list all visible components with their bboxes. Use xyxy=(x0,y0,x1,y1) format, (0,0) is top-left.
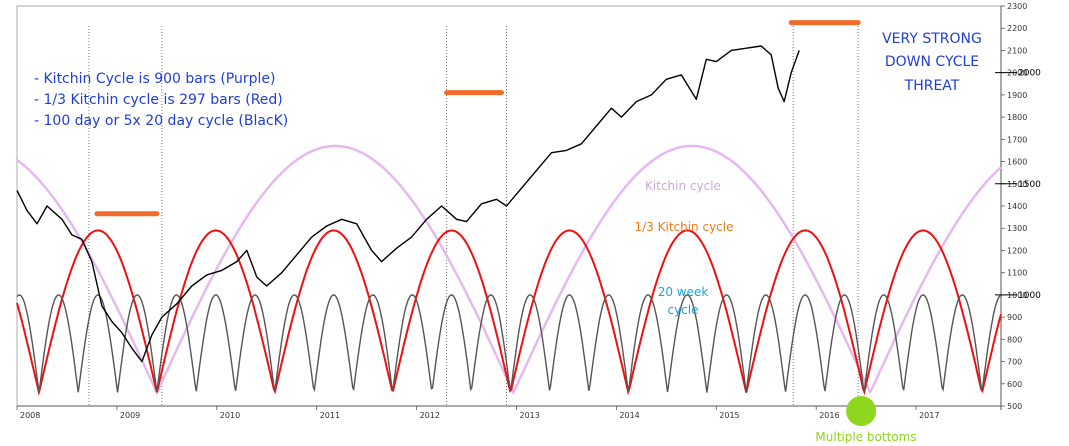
highlight-bars xyxy=(94,20,861,217)
multiple-bottoms-label: Multiple bottoms xyxy=(815,430,916,444)
y-axis-ticks: 5006007008009001000110012001300140015001… xyxy=(995,2,1041,411)
y-tick-label-18: 2300 xyxy=(1007,2,1027,11)
y-tick-label-4: 900 xyxy=(1007,313,1022,322)
y-tick-label-13: 1800 xyxy=(1007,113,1027,122)
price-line xyxy=(16,45,800,363)
y-tick-label-10: 1500 xyxy=(1007,180,1027,189)
y-tick-label-6: 1100 xyxy=(1007,269,1027,278)
price-series xyxy=(16,45,800,363)
y-major-label-2: 2000 xyxy=(1018,69,1041,79)
threat-line-3: THREAT xyxy=(904,78,960,94)
threat-line-1: VERY STRONG xyxy=(882,31,982,47)
y-tick-label-7: 1200 xyxy=(1007,246,1027,255)
y-major-label-1: 1500 xyxy=(1018,180,1041,190)
x-tick-label-3: 2011 xyxy=(320,411,340,420)
x-tick-label-5: 2013 xyxy=(519,411,539,420)
y-tick-label-0: 500 xyxy=(1007,402,1022,411)
x-tick-label-4: 2012 xyxy=(420,411,440,420)
threat-line-2: DOWN CYCLE xyxy=(885,54,979,70)
x-tick-label-2: 2010 xyxy=(220,411,240,420)
x-tick-label-1: 2009 xyxy=(120,411,140,420)
y-tick-label-16: 2100 xyxy=(1007,46,1027,55)
x-axis-ticks: 2008 2009 2010 2011 2012 2013 2014 2015 2016 2017 xyxy=(16,406,939,420)
y-tick-label-2: 700 xyxy=(1007,358,1022,367)
x-tick-label-9: 2017 xyxy=(919,411,939,420)
kitchin-cycle-label: Kitchin cycle xyxy=(645,179,721,193)
y-tick-label-17: 2200 xyxy=(1007,24,1027,33)
vertical-markers xyxy=(88,26,859,406)
x-tick-label-7: 2015 xyxy=(719,411,739,420)
third-kitchin-cycle-label: 1/3 Kitchin cycle xyxy=(634,220,733,234)
week20-label-line-2: cycle xyxy=(667,303,698,317)
legend-line-third-kitchin: - 1/3 Kitchin cycle is 297 bars (Red) xyxy=(34,92,283,108)
cycle-curve-2 xyxy=(16,294,1002,393)
multiple-bottoms-marker xyxy=(846,396,877,426)
legend-line-100-day: - 100 day or 5x 20 day cycle (BlacK) xyxy=(34,113,288,129)
y-tick-label-14: 1900 xyxy=(1007,91,1027,100)
legend-line-kitchin: - Kitchin Cycle is 900 bars (Purple) xyxy=(34,71,275,87)
y-tick-label-8: 1300 xyxy=(1007,224,1027,233)
y-major-label-0: 1000 xyxy=(1018,291,1041,301)
y-tick-label-1: 600 xyxy=(1007,380,1022,389)
y-tick-label-3: 800 xyxy=(1007,335,1022,344)
y-tick-label-15: 2000 xyxy=(1007,69,1027,78)
x-tick-label-6: 2014 xyxy=(619,411,639,420)
y-tick-label-11: 1600 xyxy=(1007,158,1027,167)
y-tick-label-5: 1000 xyxy=(1007,291,1027,300)
y-tick-label-12: 1700 xyxy=(1007,135,1027,144)
x-tick-label-0: 2008 xyxy=(20,411,40,420)
x-tick-label-8: 2016 xyxy=(819,411,839,420)
y-tick-label-9: 1400 xyxy=(1007,202,1027,211)
week20-label-line-1: 20 week xyxy=(658,285,709,299)
cycle-curves xyxy=(16,144,1002,397)
